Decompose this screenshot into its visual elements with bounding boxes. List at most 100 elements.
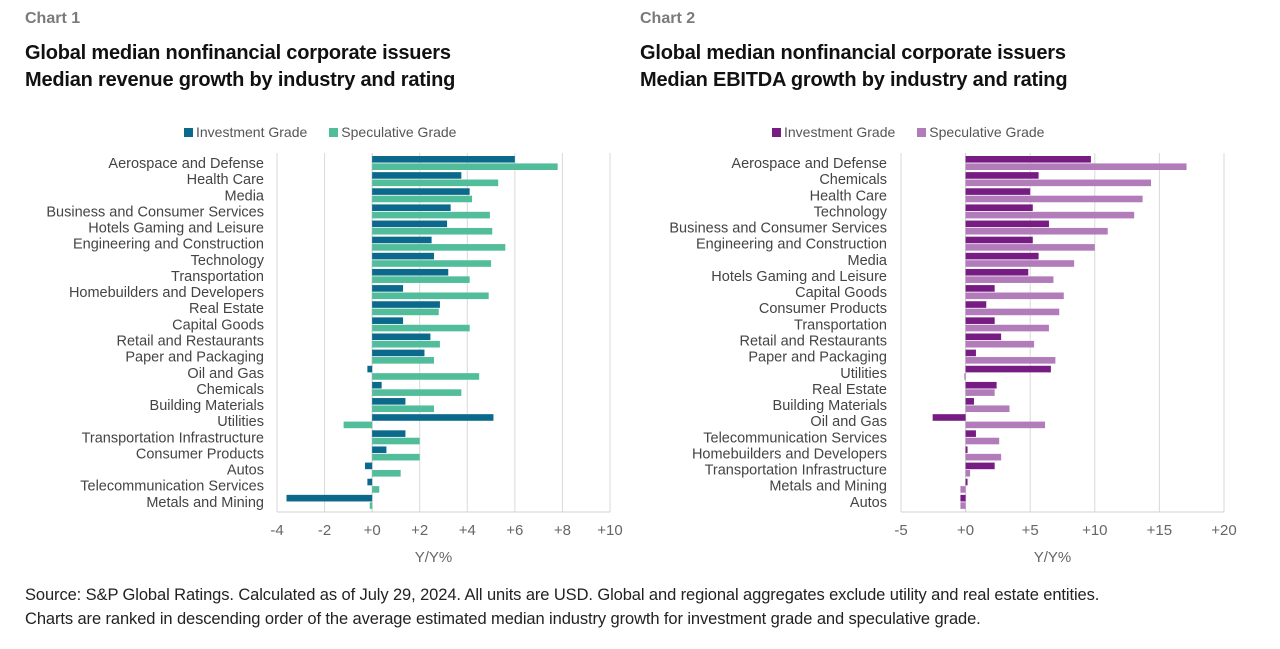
category-label: Autos <box>227 463 264 479</box>
bar-speculative-grade <box>965 292 1064 300</box>
bar-speculative-grade <box>372 211 490 219</box>
category-label: Engineering and Construction <box>73 237 264 253</box>
category-label: Chemicals <box>819 172 887 188</box>
category-label: Media <box>848 253 888 269</box>
chart-2-number: Chart 2 <box>640 10 696 27</box>
bar-investment-grade <box>372 317 404 324</box>
bar-speculative-grade <box>965 389 995 396</box>
chart-1-legend: Investment Grade Speculative Grade <box>184 124 456 140</box>
x-axis-title: Y/Y% <box>415 549 453 566</box>
x-tick-label: +10 <box>1082 522 1107 539</box>
legend-swatch-speculative-grade <box>329 127 339 137</box>
bar-speculative-grade <box>372 437 420 445</box>
legend-swatch-speculative-grade <box>917 127 927 137</box>
x-tick-label: +0 <box>957 522 974 539</box>
bar-investment-grade <box>372 188 470 195</box>
x-tick-label: +8 <box>554 522 571 539</box>
bar-investment-grade <box>372 446 387 454</box>
bar-investment-grade <box>965 204 1033 212</box>
category-label: Transportation <box>794 317 887 333</box>
x-tick-label: +5 <box>1022 522 1039 539</box>
bar-speculative-grade <box>965 260 1075 267</box>
chart-1-plot: -4 -2 +0 +2 +4 +6 +8 +10 Y/Y% Aerospace and Defen… <box>46 153 623 566</box>
footnote-line-1: Source: S&P Global Ratings. Calculated a… <box>25 586 1100 604</box>
category-label: Hotels Gaming and Leisure <box>88 221 264 237</box>
bar-investment-grade <box>365 462 373 470</box>
category-label: Metals and Mining <box>146 495 264 511</box>
bar-speculative-grade <box>372 373 480 380</box>
chart-1-panel: Chart 1 Global median nonfinancial corpo… <box>0 0 640 570</box>
bar-speculative-grade <box>372 179 499 187</box>
category-label: Real Estate <box>812 382 887 398</box>
category-label: Capital Goods <box>172 317 264 333</box>
bar-speculative-grade <box>965 276 1054 283</box>
chart-2-panel: Chart 2 Global median nonfinancial corpo… <box>640 0 1280 570</box>
bar-investment-grade <box>965 301 987 308</box>
bar-investment-grade <box>965 478 968 486</box>
x-tick-label: +0 <box>364 522 381 539</box>
bar-investment-grade <box>372 204 451 212</box>
category-label: Homebuilders and Developers <box>69 285 264 301</box>
bar-investment-grade <box>965 285 995 292</box>
x-tick-label: +10 <box>597 522 622 539</box>
category-label: Building Materials <box>773 398 887 414</box>
category-label: Aerospace and Defense <box>731 156 887 172</box>
category-label: Capital Goods <box>795 285 887 301</box>
x-tick-label: +20 <box>1211 522 1236 539</box>
bar-speculative-grade <box>372 453 420 461</box>
chart-1-title-line1: Global median nonfinancial corporate iss… <box>25 42 451 64</box>
bar-investment-grade <box>372 333 431 341</box>
category-label: Technology <box>191 253 265 269</box>
chart-2-legend: Investment Grade Speculative Grade <box>772 124 1044 140</box>
bar-speculative-grade <box>372 340 440 348</box>
bar-investment-grade <box>372 430 406 437</box>
bar-speculative-grade <box>960 486 966 493</box>
legend-label: Investment Grade <box>784 124 896 140</box>
x-tick-label: -5 <box>894 522 907 539</box>
bar-investment-grade <box>372 349 425 357</box>
bar-speculative-grade <box>372 227 493 235</box>
x-tick-label: +6 <box>506 522 523 539</box>
bar-speculative-grade <box>372 244 506 251</box>
bar-investment-grade <box>372 220 448 228</box>
x-tick-label: -2 <box>318 522 331 539</box>
category-label: Transportation Infrastructure <box>705 463 887 479</box>
bar-speculative-grade <box>965 405 1010 413</box>
bar-investment-grade <box>965 317 995 324</box>
bar-investment-grade <box>965 188 1031 195</box>
bar-investment-grade <box>372 172 462 179</box>
bar-investment-grade <box>286 494 373 502</box>
bar-investment-grade <box>965 430 976 437</box>
bar-speculative-grade <box>372 260 492 267</box>
category-label: Oil and Gas <box>187 366 264 382</box>
bar-investment-grade <box>965 381 997 389</box>
bar-speculative-grade <box>372 324 470 332</box>
bar-speculative-grade <box>965 453 1002 461</box>
bar-speculative-grade <box>960 502 966 509</box>
category-label: Metals and Mining <box>769 479 887 495</box>
chart-1-number: Chart 1 <box>25 10 81 27</box>
bar-investment-grade <box>372 236 432 244</box>
bar-investment-grade <box>965 220 1049 228</box>
bar-speculative-grade <box>372 486 380 493</box>
bar-speculative-grade <box>372 357 434 364</box>
legend-item-speculative-grade: Speculative Grade <box>329 124 456 140</box>
category-label: Media <box>225 188 265 204</box>
bar-speculative-grade <box>965 357 1056 364</box>
category-label: Paper and Packaging <box>748 350 887 366</box>
legend-label: Speculative Grade <box>929 124 1045 140</box>
category-label: Telecommunication Services <box>80 479 264 495</box>
category-label: Homebuilders and Developers <box>692 446 887 462</box>
bar-speculative-grade <box>965 244 1095 251</box>
bar-investment-grade <box>965 398 974 405</box>
category-label: Paper and Packaging <box>125 350 264 366</box>
legend-item-speculative-grade: Speculative Grade <box>917 124 1044 140</box>
bar-investment-grade <box>372 156 515 163</box>
category-label: Retail and Restaurants <box>117 334 265 350</box>
bar-speculative-grade <box>965 437 1000 445</box>
bar-speculative-grade <box>965 308 1060 316</box>
category-label: Business and Consumer Services <box>669 221 887 237</box>
bar-investment-grade <box>372 285 404 292</box>
bar-speculative-grade <box>965 179 1152 187</box>
bar-speculative-grade <box>965 211 1135 219</box>
